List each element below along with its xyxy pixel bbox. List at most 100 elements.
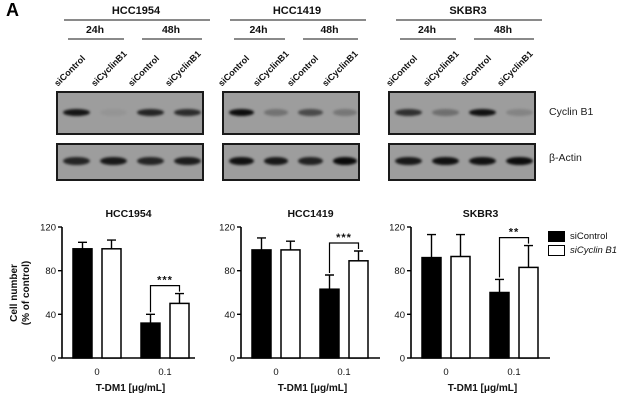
- bar-sicyclinb1: [348, 260, 369, 359]
- blot-lane-label: siCyclinB1: [320, 48, 360, 89]
- blot-band: [395, 157, 422, 165]
- blot-lane-label: siControl: [51, 53, 87, 89]
- blot-lane-label: siCyclinB1: [494, 48, 535, 89]
- bar-sicyclinb1: [280, 249, 301, 359]
- blot-band: [469, 109, 496, 117]
- blot-band: [137, 109, 164, 117]
- x-axis-label: T-DM1 [μg/mL]: [278, 383, 347, 394]
- error-bar: [495, 278, 504, 293]
- blot-group-underline: [396, 19, 542, 21]
- blot-band: [63, 157, 90, 165]
- blot-lane-label: siControl: [125, 53, 161, 89]
- x-tick-label: 0: [443, 367, 448, 378]
- blot-band: [432, 157, 459, 165]
- y-tick-label: 0: [400, 354, 405, 365]
- blot-lane-label: siControl: [383, 53, 419, 89]
- blot-timepoint-underline: [234, 38, 285, 40]
- blot-row-label-beta-actin: β-Actin: [549, 152, 582, 164]
- bar-sicyclinb1: [450, 255, 471, 359]
- blot-timepoint-underline: [68, 38, 124, 40]
- x-tick-label: 0.1: [337, 367, 350, 378]
- blot-timepoint-label: 48h: [493, 24, 513, 36]
- blot-band: [174, 157, 201, 165]
- y-tick-label: 120: [40, 223, 56, 234]
- blot-lane-label: siCyclinB1: [88, 48, 129, 89]
- bar-chart-skbr3: SKBR3 0 40 80 120 0 0.1 ** T-DM1 [μg/mL]: [390, 208, 550, 394]
- bar-sicontrol: [319, 288, 340, 359]
- blot-band: [229, 157, 254, 165]
- blot-band: [506, 157, 533, 165]
- bar-sicontrol: [251, 249, 272, 359]
- western-blot-section: HCC1954 24h 48h siControl siCyclinB1 siContro…: [0, 0, 625, 193]
- bar-chart-hcc1419: HCC1419 0 40 80 120 0 0.1 *** T-DM1 [μg/mL]: [219, 208, 380, 394]
- bar-sicyclinb1: [101, 248, 122, 359]
- blot-group-underline: [230, 19, 366, 21]
- blot-timepoint-label: 48h: [320, 24, 339, 36]
- error-bar: [78, 241, 87, 249]
- blot-row-label-cyclin-b1: Cyclin B1: [549, 106, 594, 118]
- blot-band: [506, 109, 533, 117]
- blot-timepoint-underline: [474, 38, 534, 40]
- y-tick-label: 120: [390, 223, 405, 234]
- blot-lane-label: siCyclinB1: [162, 48, 203, 89]
- blot-box-beta-actin: [56, 143, 204, 181]
- chart-legend: siControl siCyclin B1: [548, 231, 617, 259]
- blot-lane-label: siCyclinB1: [420, 48, 461, 89]
- blot-band: [395, 109, 422, 117]
- error-bar: [175, 292, 184, 304]
- significance-marker: ***: [157, 275, 173, 287]
- blot-group-title: HCC1419: [272, 5, 322, 17]
- x-tick-label: 0.1: [158, 367, 171, 378]
- blot-box-beta-actin: [222, 143, 360, 181]
- x-tick-label: 0.1: [507, 367, 520, 378]
- y-tick-label: 40: [45, 310, 56, 321]
- blot-timepoint-label: 48h: [161, 24, 181, 36]
- blot-band: [63, 109, 90, 117]
- legend-item: siControl: [548, 231, 617, 242]
- blot-lane-label: siCyclinB1: [251, 48, 291, 89]
- blot-group-title: HCC1954: [111, 5, 161, 17]
- blot-lane-label: siControl: [457, 53, 493, 89]
- chart-title: HCC1419: [287, 208, 333, 220]
- blot-timepoint-label: 24h: [249, 24, 268, 36]
- y-axis-label: Cell number(% of control): [9, 261, 32, 325]
- blot-band: [174, 109, 201, 117]
- bar-sicontrol: [140, 322, 161, 359]
- blot-timepoint-underline: [303, 38, 358, 40]
- blot-band: [298, 109, 323, 117]
- blot-band: [332, 157, 357, 165]
- blot-timepoint-underline: [400, 38, 456, 40]
- blot-band: [263, 109, 288, 117]
- bar-sicontrol: [421, 256, 442, 359]
- x-tick-label: 0: [94, 367, 99, 378]
- legend-label: siControl: [570, 231, 608, 242]
- blot-band: [100, 157, 127, 165]
- blot-band: [469, 157, 496, 165]
- x-tick-label: 0: [273, 367, 278, 378]
- blot-band: [263, 157, 288, 165]
- blot-box-cyclin-b1: [56, 91, 204, 135]
- chart-title: HCC1954: [105, 208, 151, 220]
- x-axis-label: T-DM1 [μg/mL]: [448, 383, 517, 394]
- blot-timepoint-label: 24h: [417, 24, 437, 36]
- legend-swatch: [548, 231, 565, 242]
- blot-box-cyclin-b1: [388, 91, 536, 135]
- bar-sicyclinb1: [518, 266, 539, 359]
- blot-band: [100, 109, 127, 117]
- error-bar: [427, 233, 436, 258]
- blot-timepoint-underline: [142, 38, 202, 40]
- y-tick-label: 0: [230, 354, 235, 365]
- bar-sicyclinb1: [169, 302, 190, 359]
- chart-title: SKBR3: [463, 208, 499, 220]
- error-bar: [146, 313, 155, 324]
- error-bar: [354, 250, 363, 261]
- bar-chart-hcc1954: HCC1954 0 40 80 120 0 0.1 *** T-DM1 [μg/mL] Cell …: [9, 208, 195, 394]
- legend-swatch: [548, 245, 565, 256]
- blot-timepoint-label: 24h: [85, 24, 105, 36]
- y-tick-label: 80: [45, 266, 56, 277]
- y-tick-label: 80: [394, 266, 405, 277]
- y-tick-label: 40: [224, 310, 235, 321]
- significance-bracket: [328, 242, 360, 273]
- error-bar: [107, 239, 116, 249]
